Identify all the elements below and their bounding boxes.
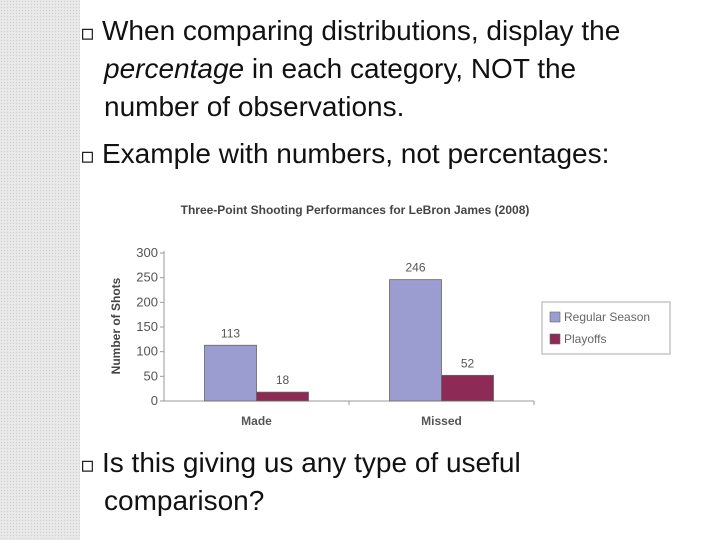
bar <box>256 391 309 402</box>
chart-legend: Regular Season Playoffs <box>541 301 671 355</box>
bar-chart-svg: Three-Point Shooting Performances for Le… <box>109 203 671 428</box>
x-category-label: Made <box>241 414 272 428</box>
bullet-1-line-2: percentage in each category, NOT the <box>104 52 576 86</box>
plot-area: 0 50 100 150 200 250 300 113 18 Made 246 52 Missed <box>136 245 535 428</box>
y-tick-label: 50 <box>144 368 158 383</box>
legend-label: Regular Season <box>564 310 650 324</box>
bullet-icon: ▫ <box>80 21 95 46</box>
bar-chart: Three-Point Shooting Performances for Le… <box>100 196 680 436</box>
bullet-1-emphasis: percentage <box>104 53 245 84</box>
bar-data-label: 18 <box>276 373 290 387</box>
bullet-3-line-2: comparison? <box>104 485 265 516</box>
y-tick-label: 100 <box>136 344 158 359</box>
bullet-2-line: ▫ Example with numbers, not percentages: <box>80 137 609 174</box>
legend-box <box>541 301 671 355</box>
bullet-3-text-1: Is this giving us any type of useful <box>102 447 521 478</box>
bar <box>441 374 494 402</box>
bullet-1-text-2: in each category, NOT the <box>244 53 577 84</box>
legend-swatch <box>549 311 561 323</box>
bullet-icon: ▫ <box>80 453 95 478</box>
bullet-3-line-1: ▫ Is this giving us any type of useful <box>80 446 521 483</box>
bullet-2-text: Example with numbers, not percentages: <box>102 138 610 169</box>
decorative-side-strip <box>0 0 80 540</box>
y-tick-label: 300 <box>136 245 158 260</box>
y-tick-label: 0 <box>151 393 158 408</box>
bullet-icon: ▫ <box>80 144 95 169</box>
y-axis-label: Number of Shots <box>109 277 123 374</box>
bar-data-label: 52 <box>461 356 475 370</box>
bar-data-label: 246 <box>405 261 425 275</box>
bar-data-label: 113 <box>221 326 240 340</box>
bullet-1-line-3: number of observations. <box>104 91 405 122</box>
x-category-label: Missed <box>421 414 462 428</box>
bullet-1-line-1: ▫ When comparing distributions, display t… <box>80 14 620 51</box>
legend-swatch <box>549 333 561 345</box>
bar <box>389 279 442 402</box>
y-tick-label: 250 <box>136 270 158 285</box>
y-tick-label: 200 <box>136 294 158 309</box>
legend-label: Playoffs <box>564 332 606 346</box>
bar <box>204 344 257 402</box>
y-tick-label: 150 <box>136 319 158 334</box>
chart-title: Three-Point Shooting Performances for Le… <box>181 203 530 217</box>
bullet-1-text-1: When comparing distributions, display th… <box>102 15 621 46</box>
